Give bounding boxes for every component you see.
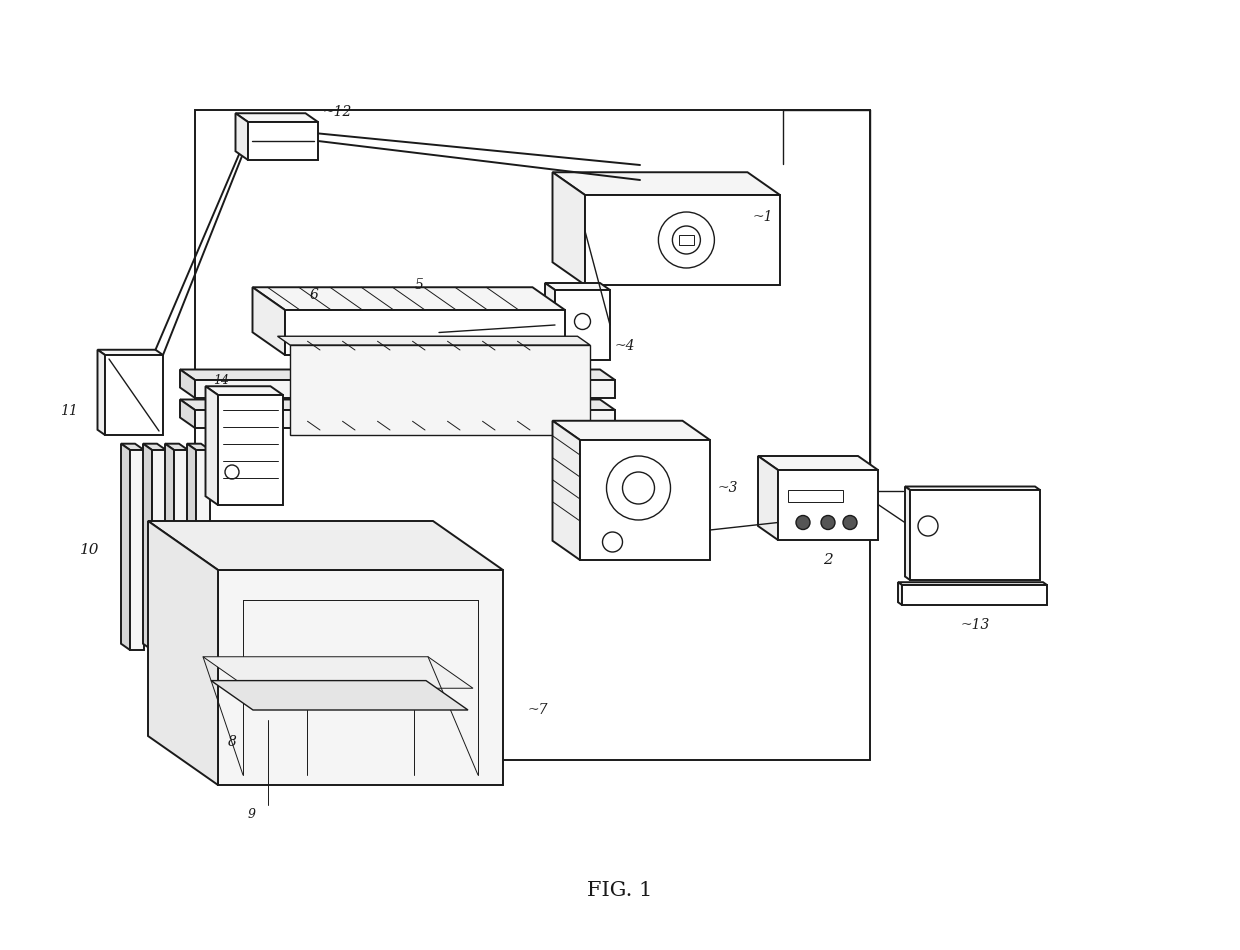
- Polygon shape: [180, 370, 615, 380]
- Text: ~13: ~13: [960, 618, 990, 632]
- Polygon shape: [787, 490, 843, 502]
- Polygon shape: [206, 387, 218, 505]
- Polygon shape: [905, 486, 1040, 490]
- Polygon shape: [130, 450, 144, 650]
- Polygon shape: [248, 122, 317, 160]
- Polygon shape: [187, 444, 210, 450]
- Polygon shape: [211, 680, 467, 710]
- Polygon shape: [898, 582, 1047, 585]
- Polygon shape: [758, 456, 777, 540]
- Polygon shape: [143, 444, 153, 650]
- Polygon shape: [165, 444, 174, 650]
- Polygon shape: [218, 395, 283, 505]
- Circle shape: [821, 516, 835, 529]
- Polygon shape: [285, 310, 565, 355]
- Polygon shape: [905, 486, 910, 580]
- Polygon shape: [910, 490, 1040, 580]
- Text: FIG. 1: FIG. 1: [588, 881, 652, 900]
- Text: 10: 10: [81, 543, 99, 557]
- Polygon shape: [898, 582, 901, 605]
- Text: ~4: ~4: [615, 339, 635, 353]
- Text: ~7: ~7: [528, 703, 548, 716]
- Circle shape: [796, 516, 810, 529]
- Polygon shape: [236, 113, 248, 160]
- Polygon shape: [253, 287, 565, 310]
- Text: 2: 2: [823, 553, 833, 567]
- Text: 11: 11: [60, 404, 78, 418]
- Polygon shape: [195, 410, 615, 428]
- Polygon shape: [218, 570, 503, 785]
- Polygon shape: [777, 470, 878, 540]
- Polygon shape: [122, 444, 130, 650]
- Polygon shape: [148, 521, 218, 785]
- Polygon shape: [196, 450, 210, 650]
- Polygon shape: [180, 370, 195, 398]
- Circle shape: [843, 516, 857, 529]
- Polygon shape: [174, 450, 188, 650]
- Polygon shape: [901, 585, 1047, 605]
- Polygon shape: [290, 345, 590, 435]
- Text: 6: 6: [310, 288, 319, 302]
- Polygon shape: [153, 450, 166, 650]
- Polygon shape: [122, 444, 144, 450]
- Polygon shape: [187, 444, 196, 650]
- Text: ~12: ~12: [322, 105, 352, 119]
- Polygon shape: [553, 421, 711, 440]
- Polygon shape: [148, 521, 503, 570]
- Polygon shape: [556, 290, 610, 360]
- Text: 9: 9: [248, 808, 255, 822]
- Polygon shape: [585, 195, 780, 285]
- Polygon shape: [180, 400, 195, 428]
- Polygon shape: [253, 287, 285, 355]
- Polygon shape: [680, 236, 693, 245]
- Polygon shape: [98, 350, 105, 435]
- Polygon shape: [165, 444, 188, 450]
- Text: ~1: ~1: [753, 210, 773, 224]
- Polygon shape: [553, 421, 580, 560]
- Polygon shape: [98, 350, 162, 355]
- Polygon shape: [180, 400, 615, 410]
- Polygon shape: [553, 172, 780, 195]
- Polygon shape: [206, 387, 283, 395]
- Polygon shape: [553, 172, 585, 285]
- Polygon shape: [278, 336, 590, 345]
- Polygon shape: [758, 456, 878, 470]
- Text: 5: 5: [415, 278, 424, 292]
- Polygon shape: [105, 355, 162, 435]
- Text: ~3: ~3: [718, 481, 739, 495]
- Text: 8: 8: [228, 735, 237, 749]
- Text: 14: 14: [213, 373, 229, 387]
- Polygon shape: [195, 380, 615, 398]
- Polygon shape: [546, 283, 610, 290]
- Polygon shape: [580, 440, 711, 560]
- Polygon shape: [236, 113, 317, 122]
- Polygon shape: [143, 444, 166, 450]
- Polygon shape: [546, 283, 556, 360]
- Polygon shape: [203, 656, 472, 688]
